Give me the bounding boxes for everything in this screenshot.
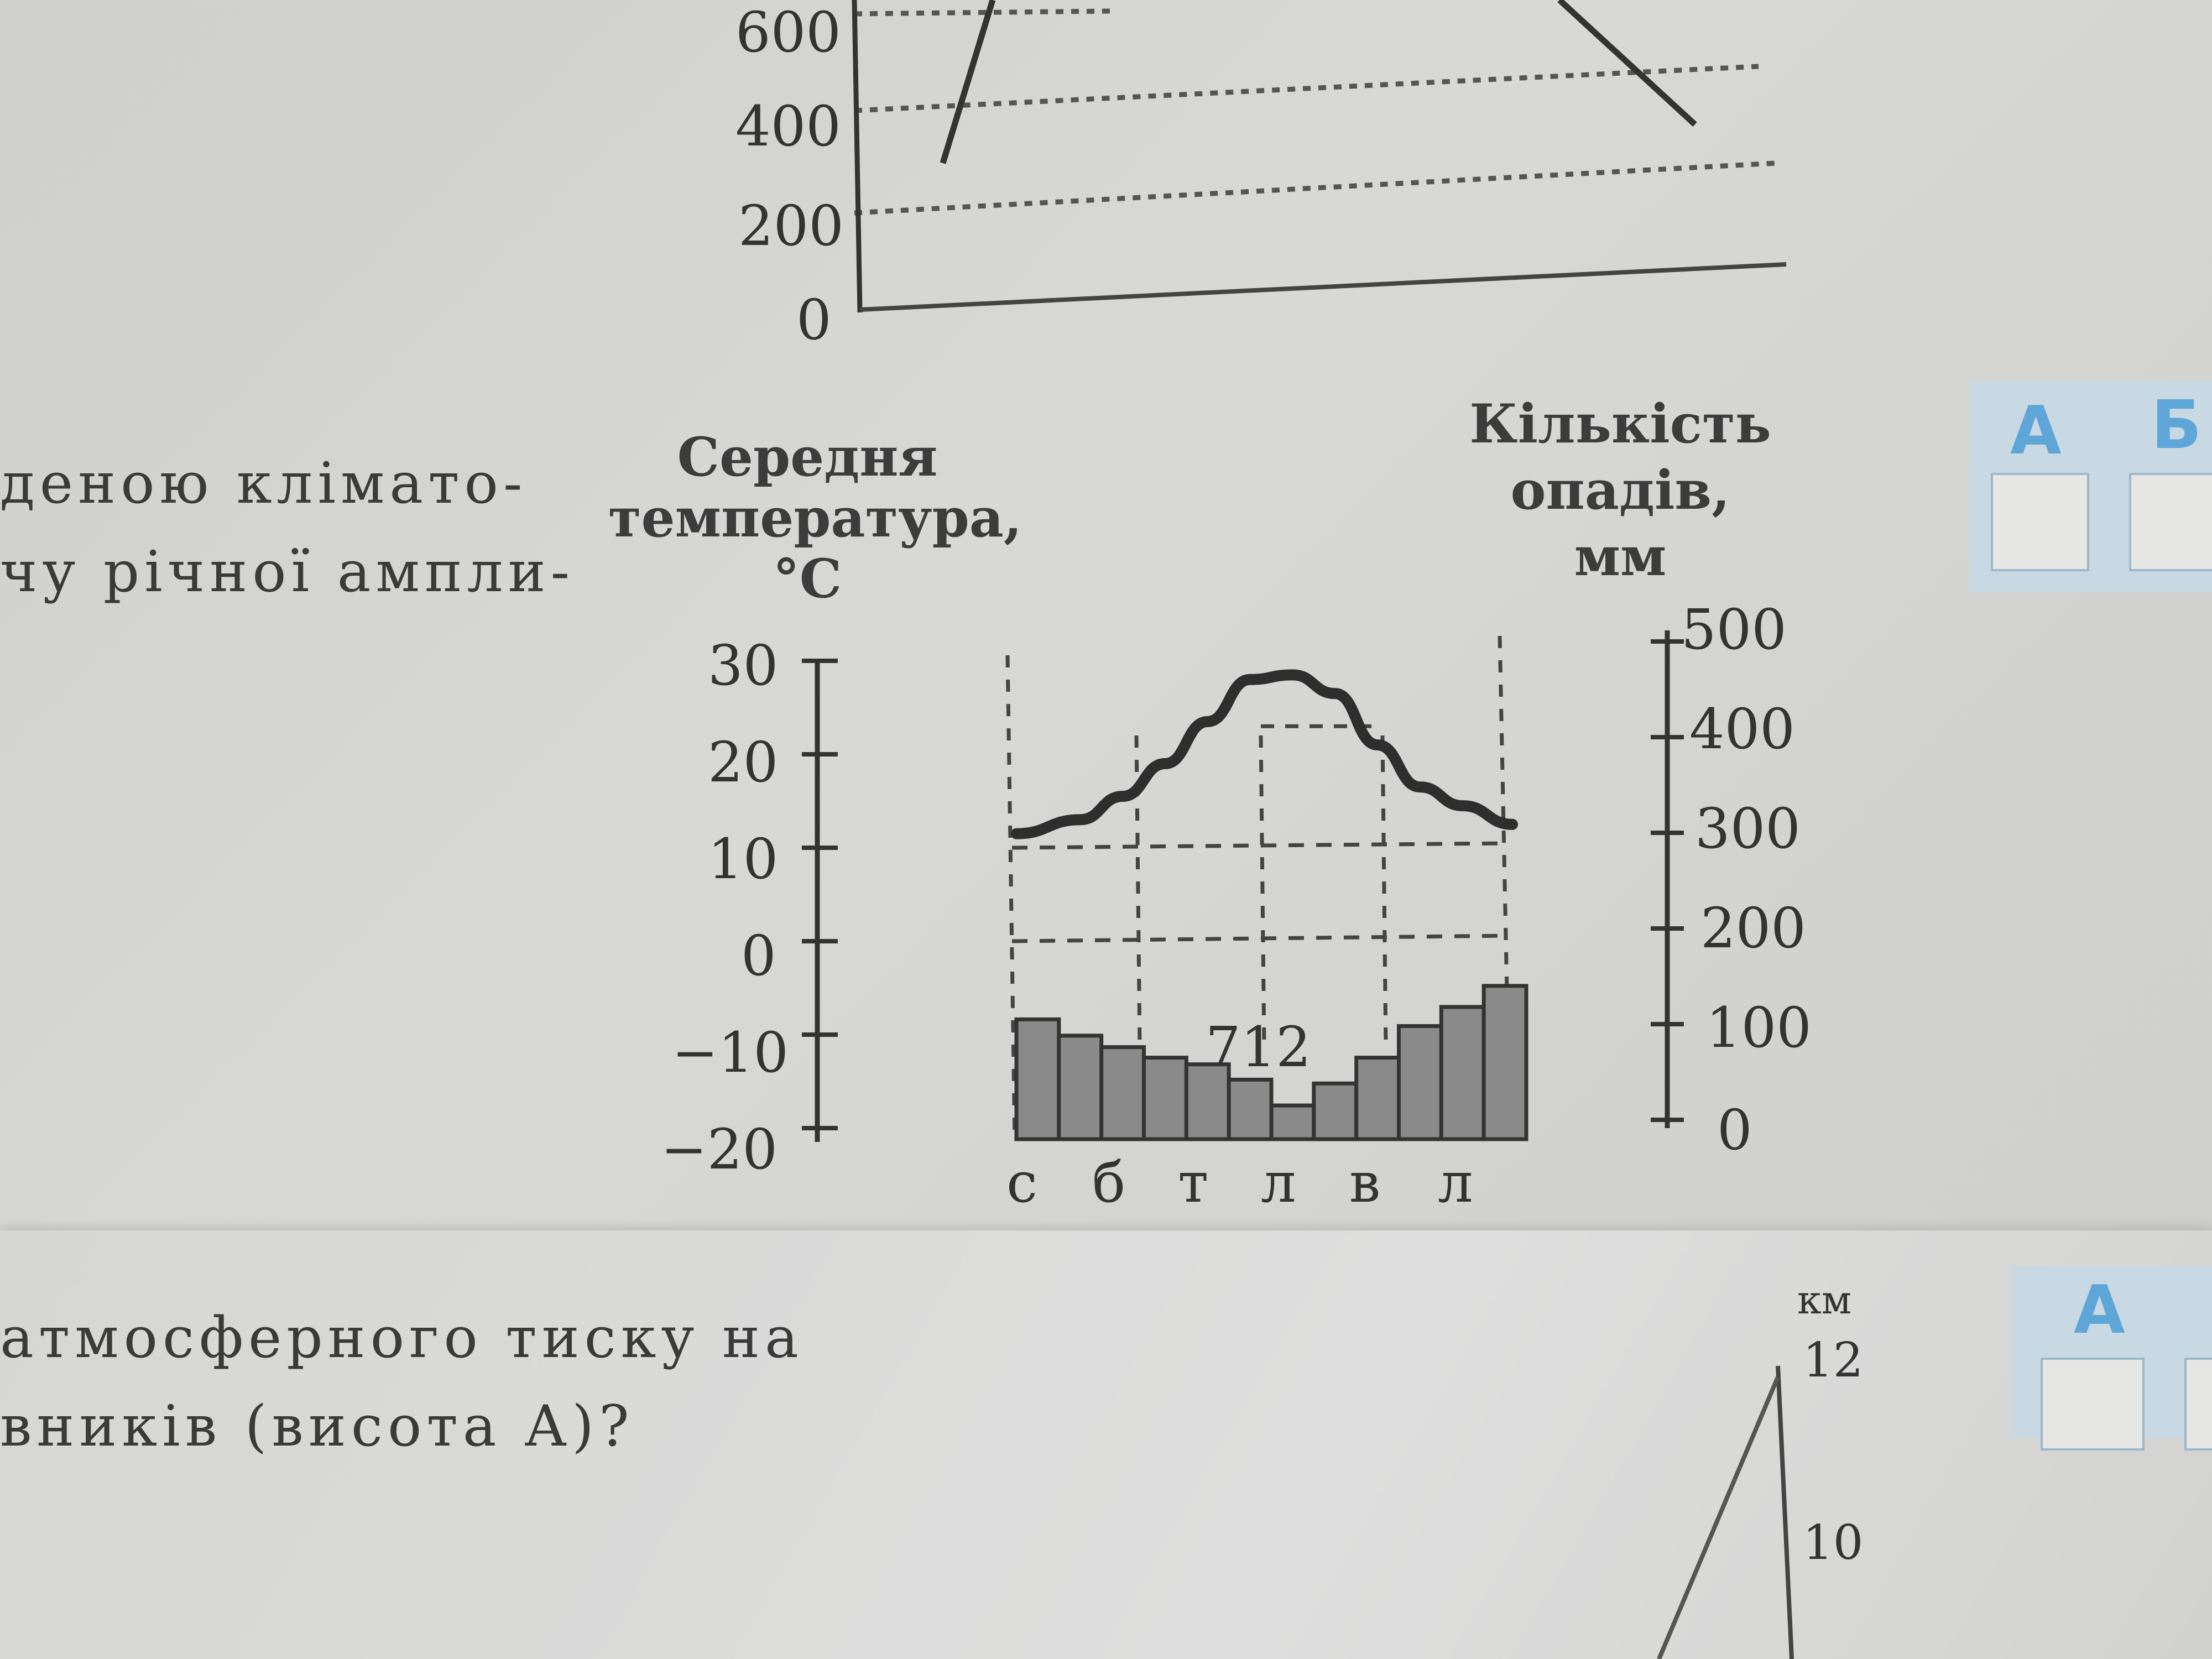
temp-axis-title-line-2: температура,	[608, 487, 1022, 549]
altitude-unit: км	[1797, 1277, 1852, 1323]
month-label-3: т	[1178, 1150, 1209, 1215]
top-chart-tick-600: 600	[735, 0, 841, 65]
answer-label-a-bottom: А	[2074, 1272, 2125, 1349]
grid-line-vertical	[1259, 735, 1266, 1046]
precip-tick-300: 300	[1695, 796, 1801, 861]
temp-axis-title-line-1: Середня	[677, 426, 938, 488]
temp-tick-10: 10	[708, 827, 779, 891]
top-chart-tick-200: 200	[738, 194, 844, 258]
temperature-curve	[1011, 669, 1518, 839]
bottom-question-line-1: атмосферного тиску на	[0, 1305, 804, 1371]
precip-axis-title-line-3: мм	[1574, 525, 1667, 588]
top-chart-gridline-400	[854, 64, 1759, 113]
answer-box-b-bottom[interactable]	[2184, 1358, 2212, 1451]
answer-box-b-top[interactable]	[2129, 473, 2212, 571]
answer-label-b-top: Б	[2151, 387, 2202, 464]
precip-tick-100: 100	[1706, 995, 1812, 1060]
bottom-question-line-2: вників (висота А)?	[0, 1394, 634, 1459]
precip-bar	[1099, 1045, 1146, 1141]
month-label-6: л	[1438, 1150, 1473, 1215]
precip-bar	[1397, 1024, 1443, 1141]
temp-tick-minus-10: −10	[672, 1020, 789, 1085]
top-chart-gridline-600	[854, 8, 1112, 17]
question-line-1: деною клімато-	[0, 451, 528, 517]
altitude-axis-line	[1776, 1365, 1794, 1659]
grid-line-vertical	[1380, 735, 1388, 1046]
precip-tick-500: 500	[1681, 597, 1787, 662]
month-label-1: с	[1006, 1150, 1038, 1215]
top-chart-line-left	[940, 0, 996, 164]
top-chart-tick-400: 400	[735, 94, 841, 159]
lower-page-sheet	[0, 1230, 2212, 1659]
precip-tick-0: 0	[1717, 1098, 1752, 1162]
precip-tick-400: 400	[1689, 697, 1795, 761]
answer-label-a-top: А	[2010, 393, 2062, 469]
precip-bar	[1354, 1056, 1401, 1141]
precip-axis-title-line-2: опадів,	[1510, 459, 1730, 521]
altitude-pressure-line	[1657, 1376, 1780, 1659]
chart-right-bound	[1498, 635, 1512, 1129]
precip-bar	[1481, 984, 1528, 1141]
temp-tick-0: 0	[741, 924, 776, 988]
question-line-2: чу річної ампли-	[0, 539, 575, 605]
temp-tick-minus-20: −20	[661, 1117, 778, 1182]
month-label-5: в	[1349, 1150, 1381, 1215]
answer-box-a-bottom[interactable]	[2041, 1358, 2145, 1451]
altitude-tick-10: 10	[1803, 1515, 1864, 1571]
temp-tick-20: 20	[708, 730, 779, 795]
top-chart-tick-0: 0	[796, 288, 832, 352]
temp-axis-title-line-3: °С	[773, 547, 842, 610]
precip-axis-title-line-1: Кількість	[1469, 393, 1771, 455]
answer-box-a-top[interactable]	[1991, 473, 2089, 571]
top-chart-line-right	[1557, 0, 1697, 127]
precip-bar	[1184, 1062, 1231, 1141]
month-label-4: л	[1261, 1150, 1296, 1215]
chart-left-bound	[1005, 655, 1017, 1140]
altitude-tick-12: 12	[1803, 1333, 1864, 1388]
temp-tick-30: 30	[708, 633, 779, 698]
precip-tick-200: 200	[1700, 896, 1806, 961]
top-chart-y-axis	[852, 0, 863, 313]
top-chart-x-axis	[859, 262, 1787, 312]
month-label-2: б	[1092, 1150, 1126, 1215]
annual-precip-total: 712	[1206, 1015, 1311, 1079]
